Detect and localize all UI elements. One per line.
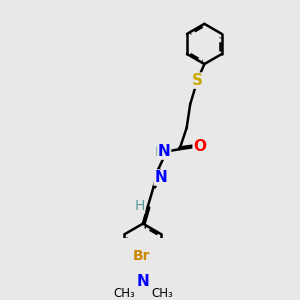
Text: N: N <box>136 274 149 289</box>
Text: N: N <box>158 144 171 159</box>
Text: H: H <box>155 145 165 158</box>
Text: H: H <box>134 199 145 213</box>
Text: CH₃: CH₃ <box>152 287 173 300</box>
Text: O: O <box>193 139 206 154</box>
Text: Br: Br <box>133 249 151 262</box>
Text: S: S <box>192 73 203 88</box>
Text: N: N <box>154 170 167 185</box>
Text: CH₃: CH₃ <box>113 287 135 300</box>
